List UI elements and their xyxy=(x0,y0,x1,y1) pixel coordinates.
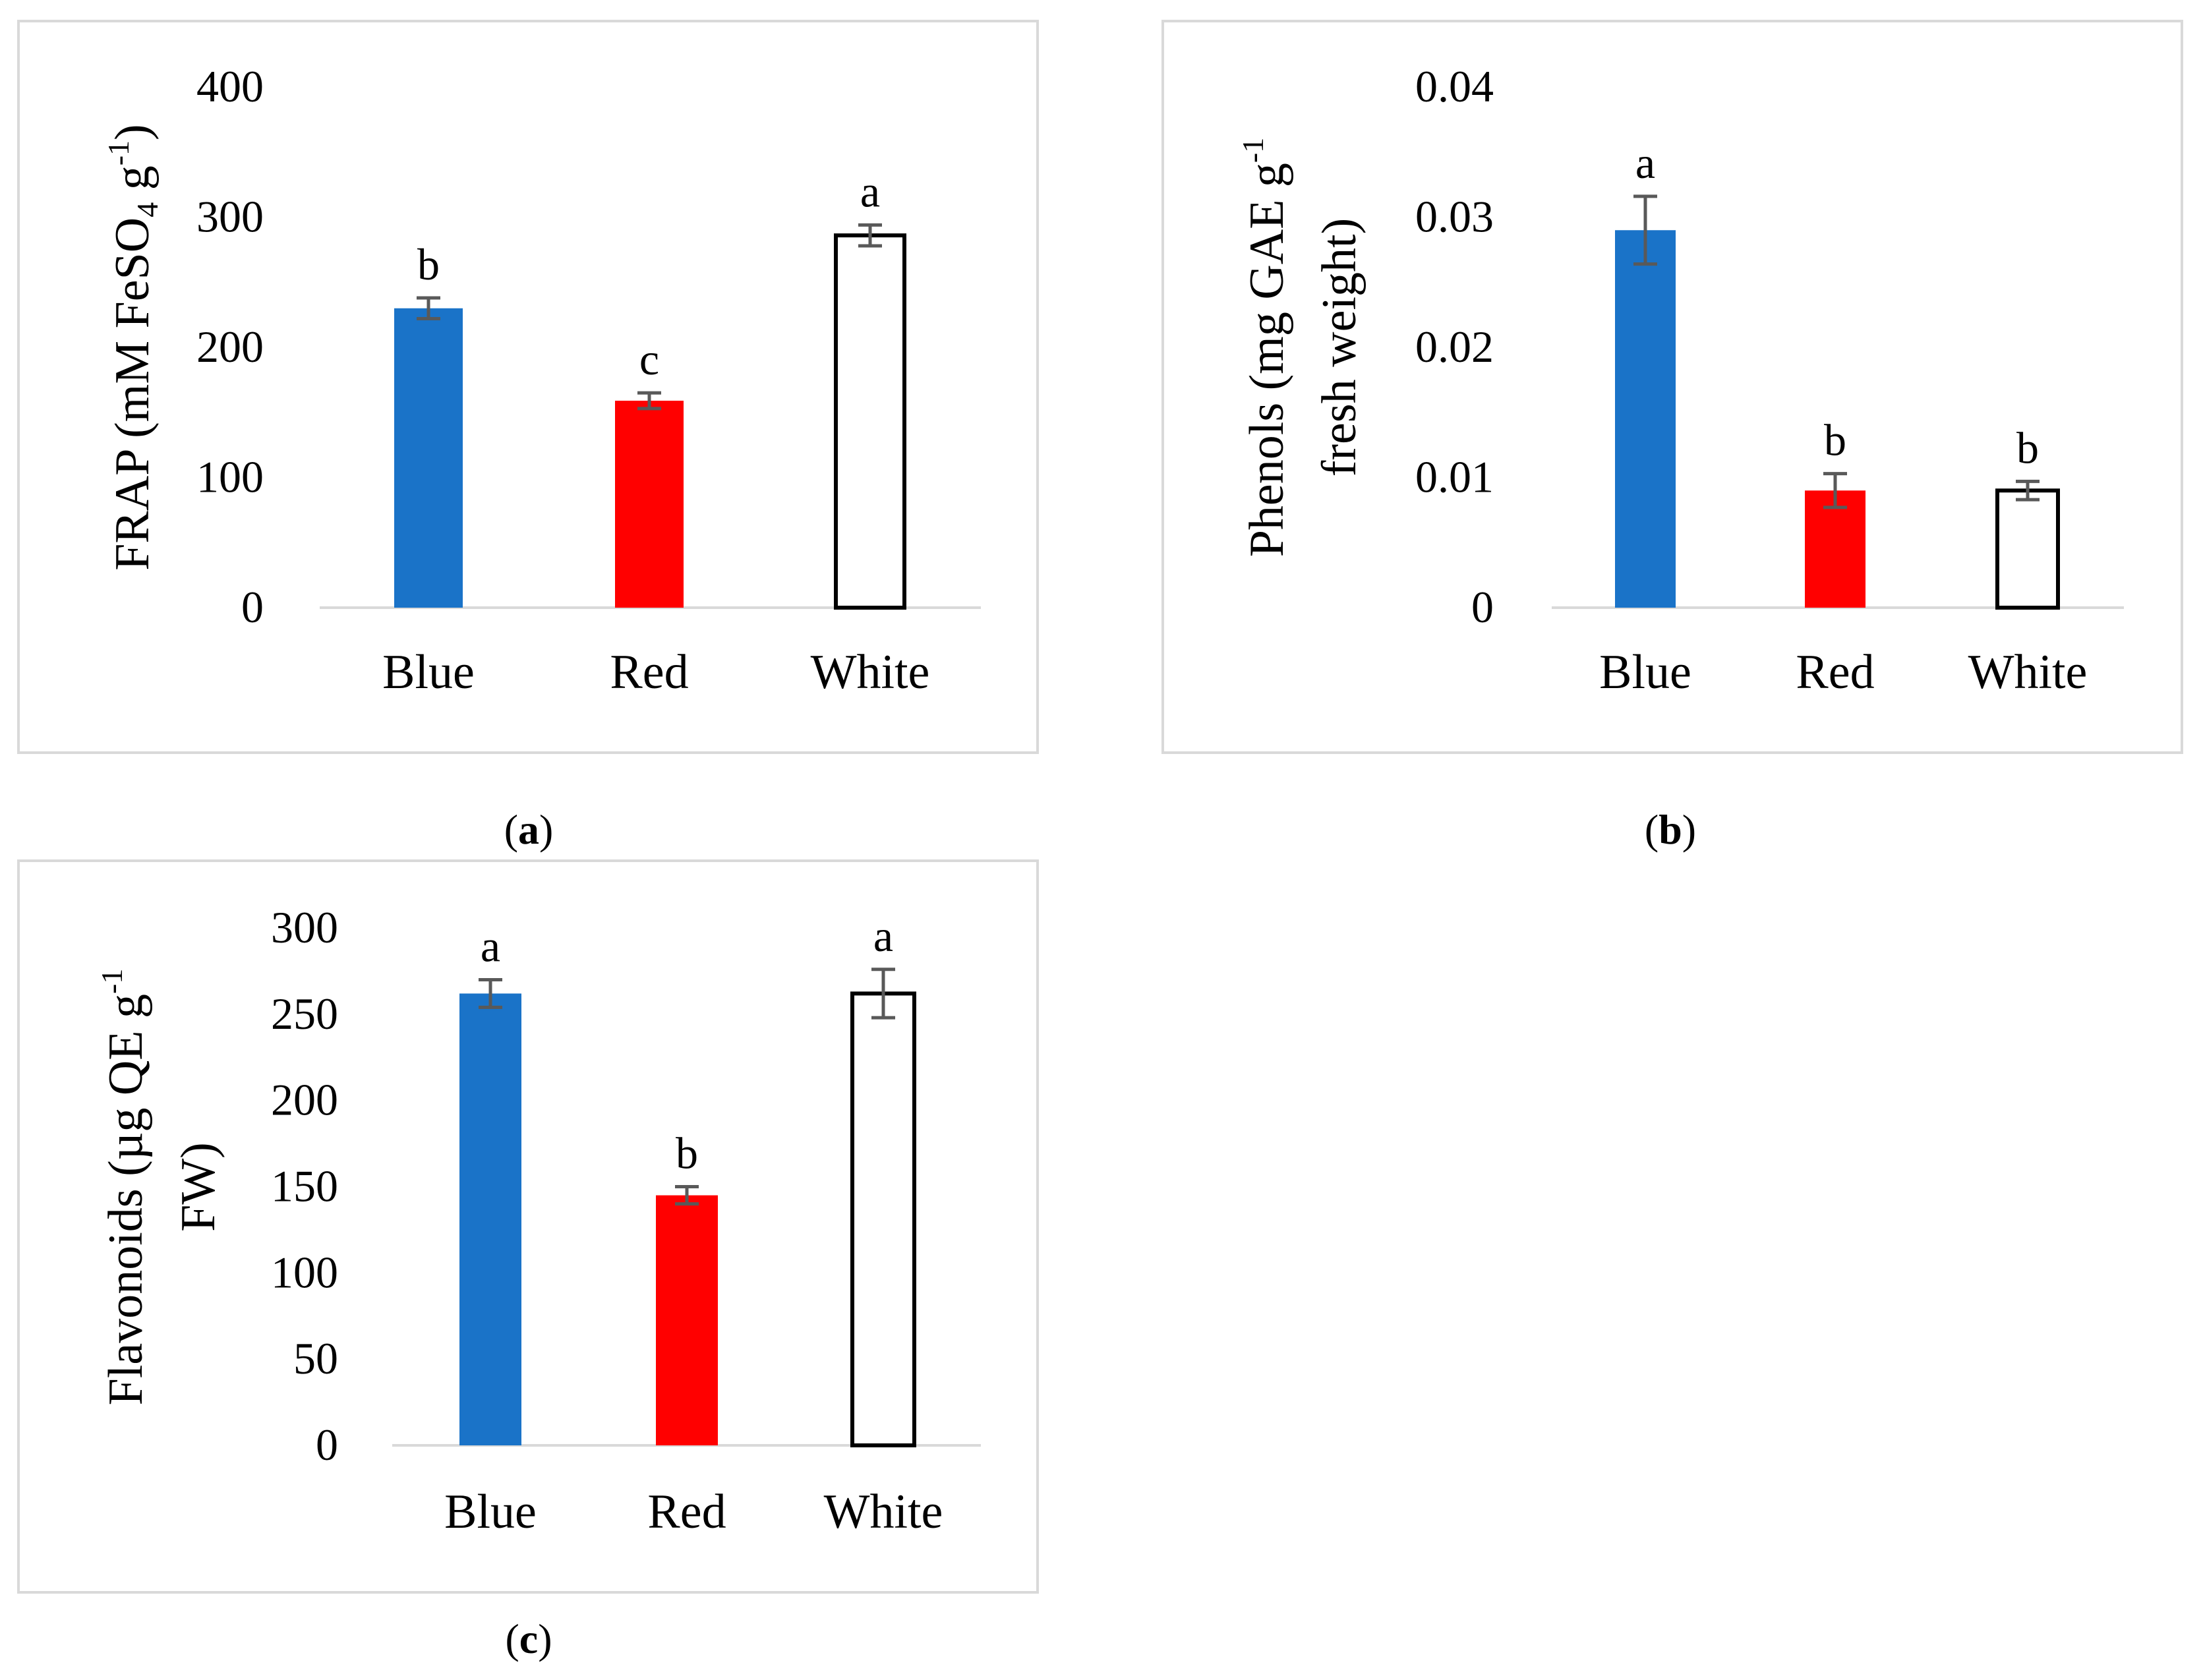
bar-white xyxy=(834,233,906,610)
y-tick-label: 100 xyxy=(271,1247,338,1297)
y-tick-label: 0.04 xyxy=(1415,61,1494,111)
y-tick-label: 0 xyxy=(241,582,264,632)
y-tick-label: 400 xyxy=(196,61,264,111)
significance-letter: b xyxy=(2016,422,2039,473)
caption-b: (b) xyxy=(1644,806,1697,853)
x-category-label: Red xyxy=(647,1485,726,1539)
chart-c-svg: 0 50 100 150 200 250 300 a Blue b Red a White Flavono… xyxy=(95,902,981,1539)
y-axis-title-line2: fresh weight) xyxy=(1312,218,1366,477)
x-category-label: White xyxy=(824,1485,943,1539)
significance-letter: a xyxy=(481,921,500,971)
significance-letter: b xyxy=(417,239,440,289)
y-axis-title-line1: Phenols (mg GAE g-1 xyxy=(1236,138,1294,557)
y-tick-label: 300 xyxy=(196,192,264,242)
x-category-label: White xyxy=(1968,645,2088,699)
y-tick-label: 0.03 xyxy=(1415,192,1494,242)
x-category-label: White xyxy=(811,645,930,699)
bar-red xyxy=(615,400,684,608)
bar-white xyxy=(1995,488,2060,610)
y-tick-label: 0.02 xyxy=(1415,322,1494,372)
x-category-label: Blue xyxy=(1599,645,1691,699)
y-axis-title-line2: FW) xyxy=(171,1142,225,1232)
chart-panel-a: 0 100 200 300 400 b Blue c Red a White FRAP (mM FeS… xyxy=(17,20,1039,754)
x-category-label: Blue xyxy=(382,645,475,699)
y-axis-title-line1: Flavonoids (µg QE g-1 xyxy=(95,969,153,1406)
y-tick-label: 150 xyxy=(271,1161,338,1211)
bar-red xyxy=(1805,490,1865,608)
chart-panel-c: 0 50 100 150 200 250 300 a Blue b Red a White Flavono… xyxy=(17,859,1039,1594)
y-tick-label: 50 xyxy=(293,1333,338,1383)
significance-letter: a xyxy=(873,911,893,961)
y-tick-label: 0 xyxy=(1471,582,1494,632)
y-tick-label: 250 xyxy=(271,989,338,1039)
caption-c: (c) xyxy=(505,1615,552,1662)
y-tick-label: 200 xyxy=(196,322,264,372)
chart-panel-b: 0 0.01 0.02 0.03 0.04 a Blue b Red b White Phenols … xyxy=(1161,20,2183,754)
x-category-label: Red xyxy=(1796,645,1874,699)
significance-letter: b xyxy=(676,1128,698,1178)
significance-letter: c xyxy=(639,334,659,384)
y-tick-label: 100 xyxy=(196,452,264,502)
bar-blue xyxy=(394,308,463,608)
y-tick-label: 200 xyxy=(271,1075,338,1125)
bar-blue xyxy=(459,993,521,1445)
y-tick-label: 0.01 xyxy=(1415,452,1494,502)
x-category-label: Red xyxy=(610,645,688,699)
caption-a: (a) xyxy=(504,806,554,853)
y-tick-label: 300 xyxy=(271,902,338,952)
bar-blue xyxy=(1615,230,1676,608)
bar-red xyxy=(656,1195,718,1445)
bar-white xyxy=(850,991,916,1447)
significance-letter: b xyxy=(1824,415,1846,465)
chart-b-svg: 0 0.01 0.02 0.03 0.04 a Blue b Red b White Phenols … xyxy=(1236,61,2124,699)
y-tick-label: 0 xyxy=(316,1420,338,1470)
chart-a-svg: 0 100 200 300 400 b Blue c Red a White FRAP (mM FeS… xyxy=(102,61,981,699)
y-axis-title: FRAP (mM FeSO4 g-1) xyxy=(102,124,164,570)
x-category-label: Blue xyxy=(444,1485,537,1539)
significance-letter: a xyxy=(860,166,880,216)
significance-letter: a xyxy=(1635,138,1655,188)
